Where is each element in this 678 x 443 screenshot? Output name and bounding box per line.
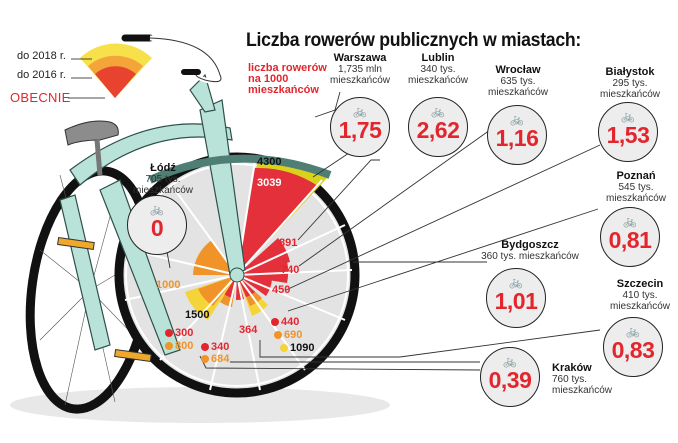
label-lodz-2016: 1000 xyxy=(156,279,181,291)
bike-icon: 🚲 xyxy=(431,106,445,118)
label-lodz-2018: 1500 xyxy=(185,309,210,321)
city-bialystok-bubble: 🚲 1,53 xyxy=(598,102,658,162)
bike-icon: 🚲 xyxy=(353,106,367,118)
label-szczecin-now: 340 xyxy=(201,341,229,353)
per-1000-note: liczba rowerów na 1000 mieszkańców xyxy=(248,62,327,96)
city-bydgoszcz-label: Bydgoszcz 360 tys. mieszkańców xyxy=(481,239,579,262)
legend-2018: do 2018 r. xyxy=(17,50,66,62)
chart-title: Liczba rowerów publicznych w miastach: xyxy=(246,30,582,51)
city-poznan-bubble: 🚲 0,81 xyxy=(600,207,660,267)
label-poznan-now: 440 xyxy=(271,316,299,328)
bike-icon: 🚲 xyxy=(510,114,524,126)
label-lublin: 891 xyxy=(279,237,298,249)
legend-2016: do 2016 r. xyxy=(17,69,66,81)
bike-icon: 🚲 xyxy=(503,356,517,368)
bike-icon: 🚲 xyxy=(621,111,635,123)
label-wroclaw: 740 xyxy=(281,264,300,276)
city-poznan-label: Poznań 545 tys. mieszkańców xyxy=(605,170,667,204)
label-warszawa-2018: 4300 xyxy=(257,156,282,168)
city-warszawa-label: Warszawa 1,735 mln mieszkańców xyxy=(329,52,391,86)
label-poznan-2016: 690 xyxy=(274,329,302,341)
label-krakow-now: 300 xyxy=(165,327,193,339)
city-szczecin-label: Szczecin 410 tys. mieszkańców xyxy=(609,278,671,312)
bike-icon: 🚲 xyxy=(623,216,637,228)
city-wroclaw-label: Wrocław 635 tys. mieszkańców xyxy=(487,64,549,98)
city-wroclaw-bubble: 🚲 1,16 xyxy=(487,105,547,165)
city-lublin-label: Lublin 340 tys. mieszkańców xyxy=(407,52,469,86)
bike-icon: 🚲 xyxy=(509,277,523,289)
city-krakow-bubble: 🚲 0,39 xyxy=(480,347,540,407)
label-bialystok: 450 xyxy=(272,284,291,296)
label-krakow-2016: 800 xyxy=(165,340,193,352)
city-lodz-label: Łódź 705 tys. mieszkańców xyxy=(132,162,194,196)
city-bialystok-label: Białystok 295 tys. mieszkańców xyxy=(599,66,661,100)
legend-now: OBECNIE xyxy=(10,90,71,105)
label-szczecin-2016: 684 xyxy=(201,353,229,365)
city-lublin-bubble: 🚲 2,62 xyxy=(408,97,468,157)
label-poznan-2018: 1090 xyxy=(280,342,314,354)
label-bydgoszcz: 364 xyxy=(239,324,258,336)
city-lodz-bubble: 🚲 0 xyxy=(127,195,187,255)
city-krakow-label: Kraków 760 tys. mieszkańców xyxy=(552,362,613,396)
city-warszawa-bubble: 🚲 1,75 xyxy=(330,97,390,157)
label-warszawa-now: 3039 xyxy=(257,177,282,189)
bike-icon: 🚲 xyxy=(626,326,640,338)
bike-icon: 🚲 xyxy=(150,204,164,216)
city-szczecin-bubble: 🚲 0,83 xyxy=(603,317,663,377)
city-bydgoszcz-bubble: 🚲 1,01 xyxy=(486,268,546,328)
